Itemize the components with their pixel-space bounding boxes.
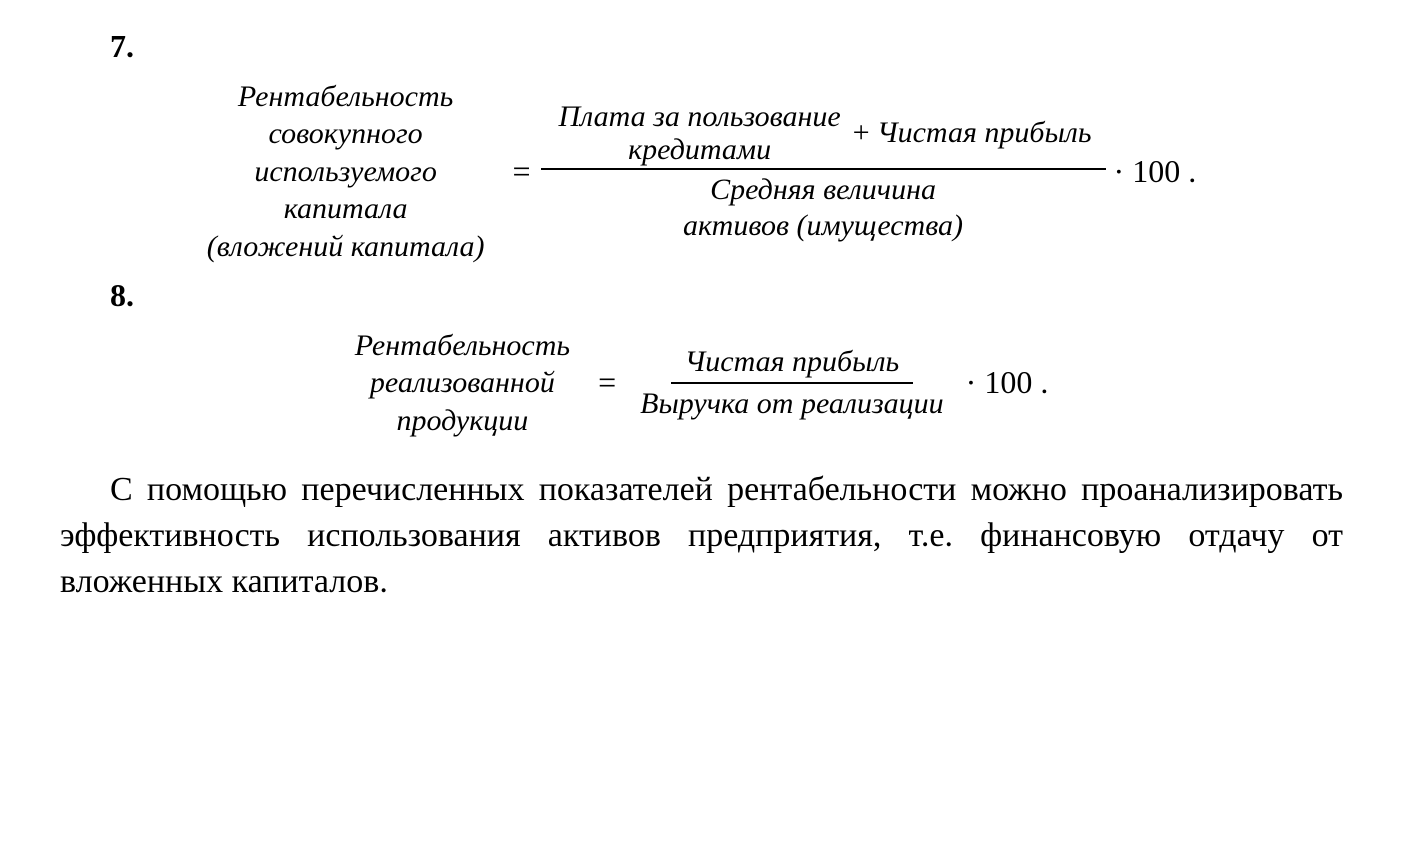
formula-8-tail: · 100 . bbox=[958, 362, 1049, 404]
formula-7-lhs-line-3: используемого bbox=[254, 155, 437, 188]
formula-7-lhs: Рентабельность совокупного используемого… bbox=[207, 78, 503, 266]
formula-7-lhs-line-2: совокупного bbox=[269, 117, 423, 150]
plus-sign: + bbox=[851, 115, 871, 151]
formula-8-lhs-line-3: продукции bbox=[397, 404, 529, 437]
formula-7-den-line2: активов (имущества) bbox=[683, 209, 963, 242]
equals-sign-8: = bbox=[588, 362, 626, 404]
equals-sign-7: = bbox=[502, 151, 540, 193]
body-paragraph: С помощью перечисленных показателей рент… bbox=[60, 467, 1343, 605]
formula-8-denominator: Выручка от реализации bbox=[626, 384, 958, 424]
formula-8-lhs: Рентабельность реализованной продукции bbox=[355, 327, 588, 440]
formula-8: Рентабельность реализованной продукции =… bbox=[60, 327, 1343, 440]
formula-8-lhs-line-1: Рентабельность bbox=[355, 329, 570, 362]
formula-7-fraction: Плата за пользование кредитами + Чистая … bbox=[541, 97, 1106, 246]
section-number-7: 7. bbox=[110, 26, 1343, 68]
formula-8-numerator: Чистая прибыль bbox=[671, 342, 914, 384]
formula-7-lhs-line-5: (вложений капитала) bbox=[207, 230, 485, 263]
formula-7-numerator: Плата за пользование кредитами + Чистая … bbox=[541, 97, 1106, 170]
section-number-8: 8. bbox=[110, 275, 1343, 317]
formula-7-num-term1-line1: Плата за пользование bbox=[559, 100, 841, 133]
formula-8-fraction: Чистая прибыль Выручка от реализации bbox=[626, 342, 958, 424]
formula-8-lhs-line-2: реализованной bbox=[370, 366, 555, 399]
formula-7-lhs-line-1: Рентабельность bbox=[238, 80, 453, 113]
page: 7. Рентабельность совокупного используем… bbox=[0, 0, 1403, 854]
formula-7-num-term1: Плата за пользование кредитами bbox=[555, 100, 845, 166]
formula-7-tail: · 100 . bbox=[1106, 151, 1197, 193]
formula-7: Рентабельность совокупного используемого… bbox=[60, 78, 1343, 266]
formula-7-lhs-line-4: капитала bbox=[284, 192, 408, 225]
formula-7-den-line1: Средняя величина bbox=[710, 173, 936, 206]
formula-7-num-term2: Чистая прибыль bbox=[877, 115, 1092, 151]
formula-7-num-term1-line2: кредитами bbox=[628, 133, 771, 166]
formula-7-denominator: Средняя величина активов (имущества) bbox=[669, 170, 977, 246]
